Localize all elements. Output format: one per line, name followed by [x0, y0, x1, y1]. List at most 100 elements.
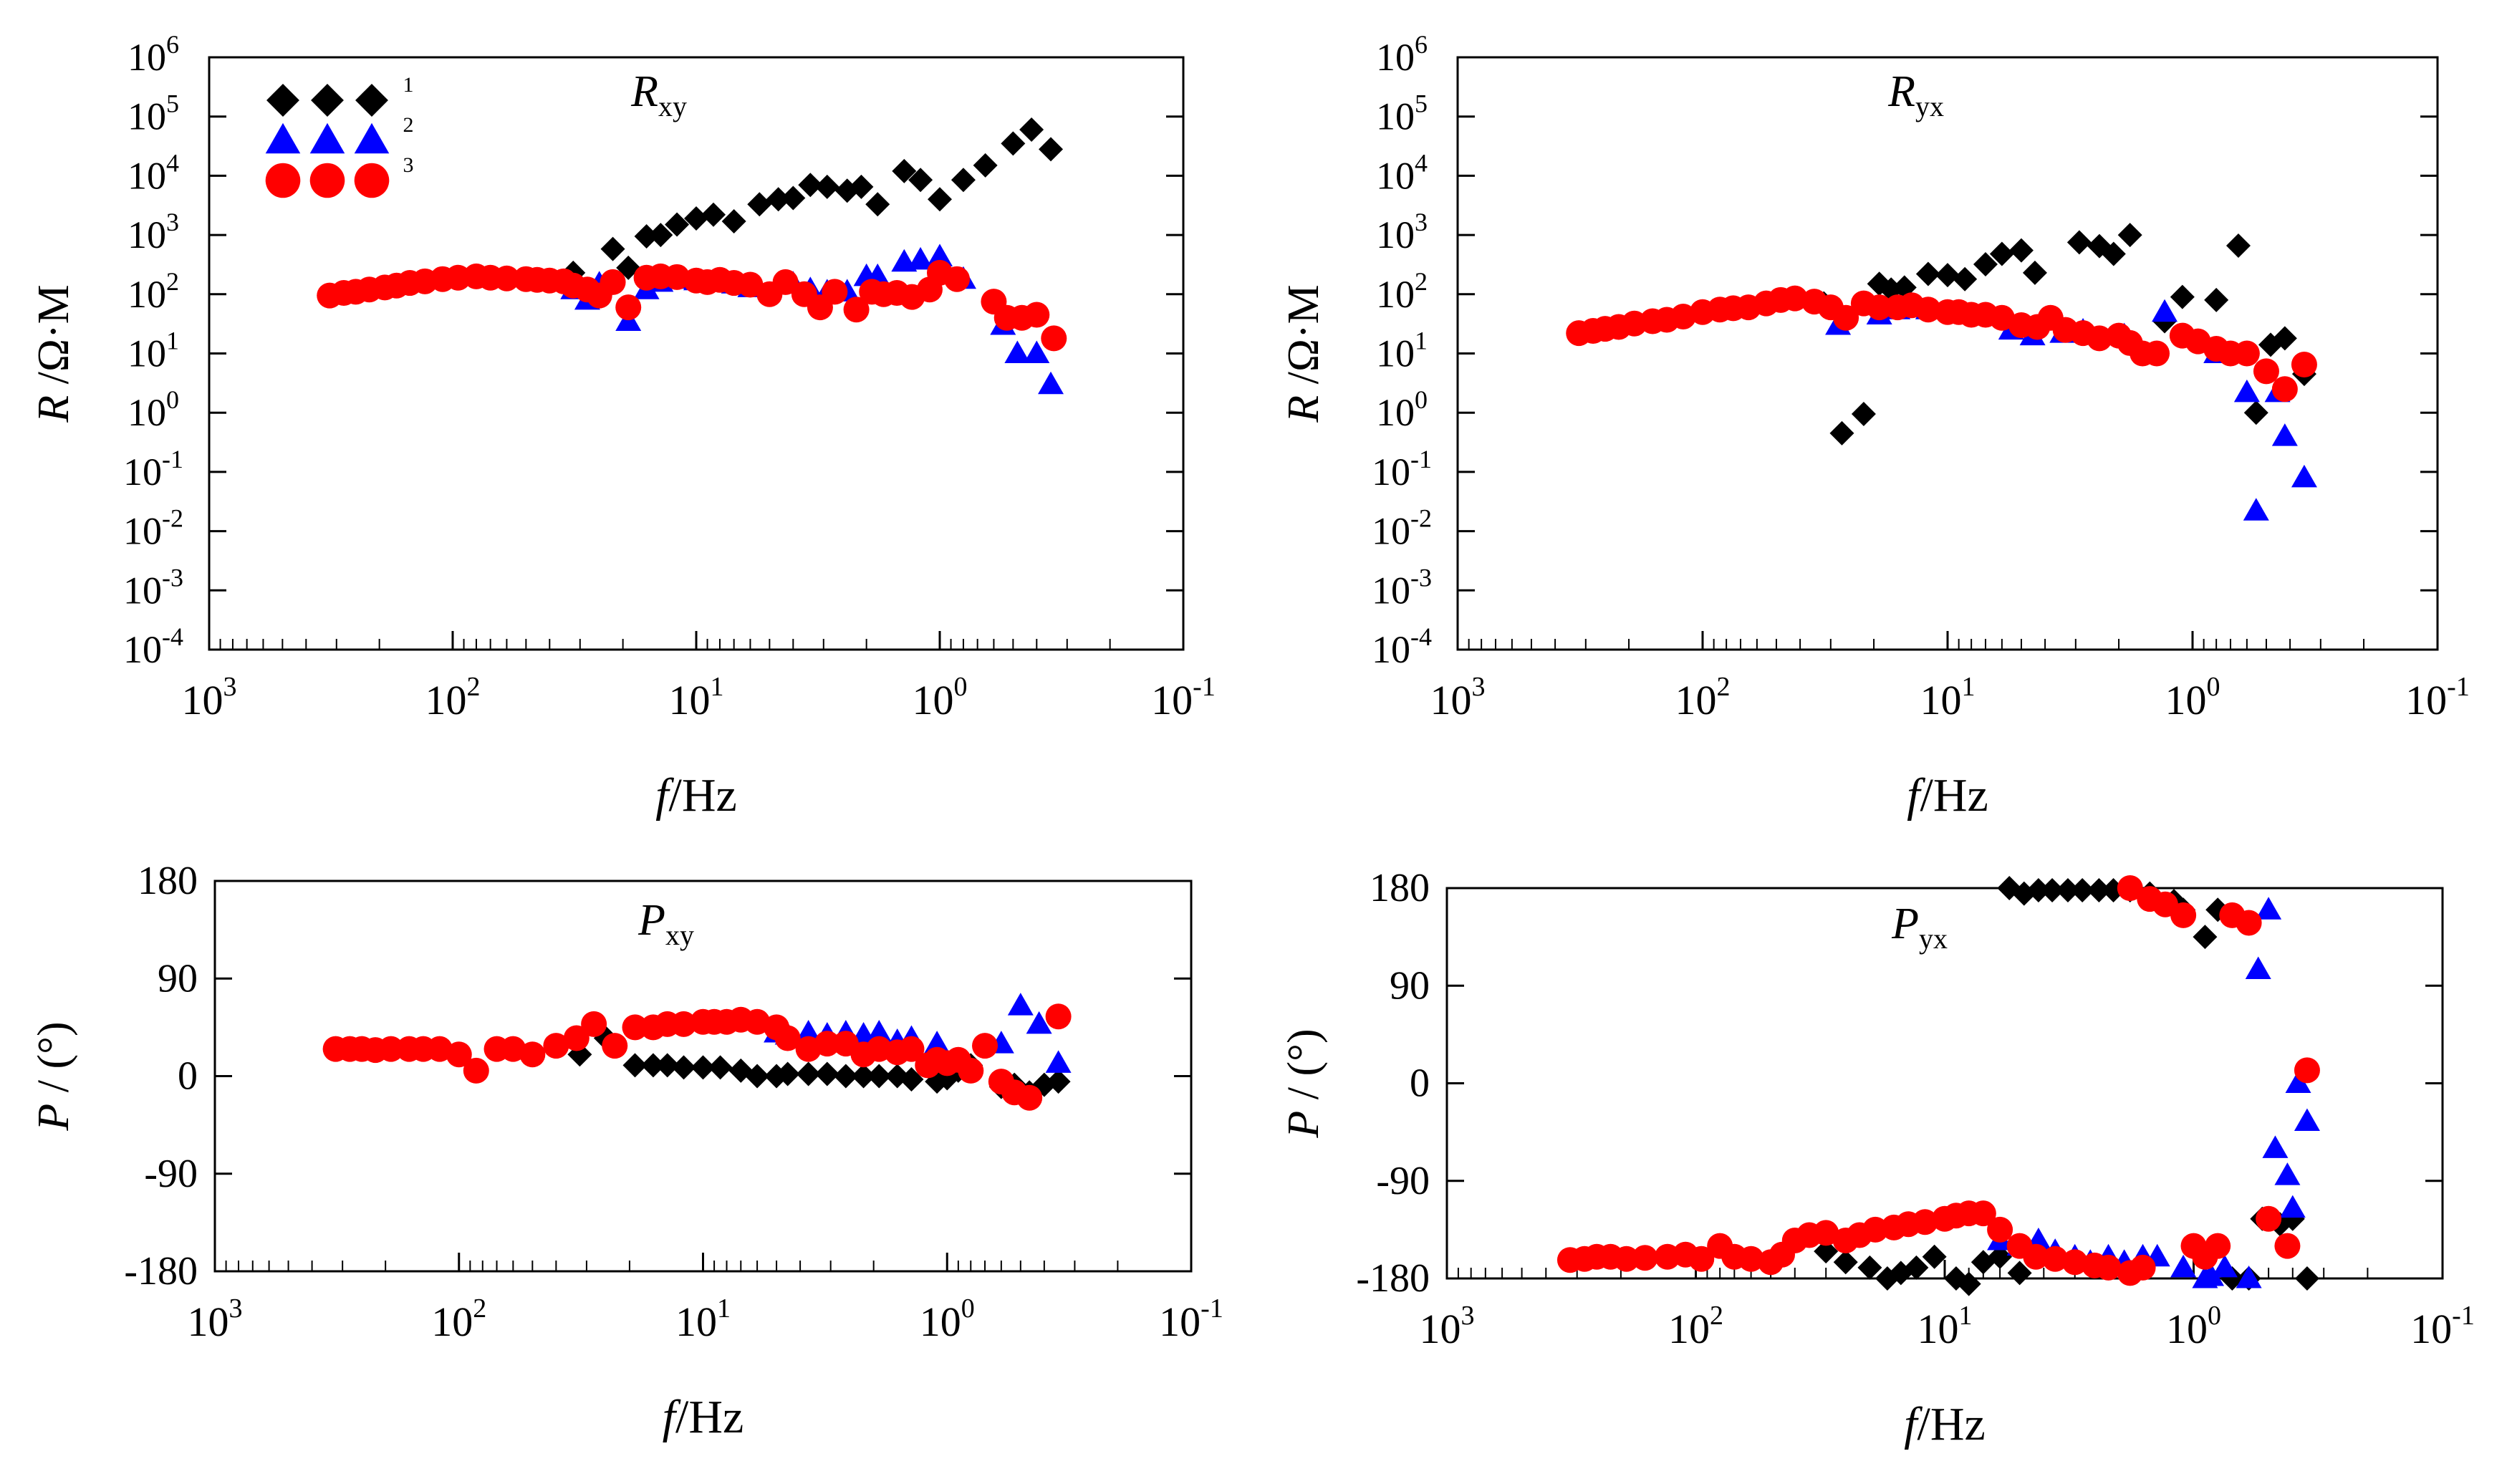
y-tick-label-part: -90 — [1376, 1159, 1430, 1203]
data-point-s3 — [898, 1036, 925, 1062]
y-tick-label-part: -3 — [1410, 563, 1432, 592]
x-tick-label-part: 3 — [1461, 1301, 1475, 1331]
y-tick-label: 180 — [1370, 866, 1430, 910]
y-tick-label: 10-3 — [123, 563, 183, 612]
data-point-s3 — [2294, 1057, 2320, 1084]
x-axis-label: f/Hz — [1907, 769, 1988, 822]
data-point-s2 — [927, 244, 953, 266]
y-tick-label-part: 180 — [1370, 866, 1430, 910]
data-point-s3 — [2236, 910, 2262, 936]
data-point-s2 — [1026, 1011, 1052, 1034]
data-point-s1 — [973, 153, 998, 178]
data-point-s3 — [1045, 1003, 1072, 1030]
x-tick-label-part: 3 — [229, 1293, 243, 1324]
data-point-s3 — [615, 294, 642, 321]
x-tick-label-part: 10 — [1420, 1306, 1461, 1352]
y-tick-label-part: 10 — [1376, 391, 1415, 434]
y-axis-label-part: R — [29, 395, 78, 423]
x-tick-label: 10-1 — [2410, 1301, 2475, 1352]
data-point-s3 — [2117, 875, 2143, 901]
data-point-s3 — [2042, 1246, 2069, 1272]
y-tick-label: 106 — [1376, 30, 1428, 79]
data-point-s1 — [1973, 252, 1998, 277]
data-point-s3 — [774, 1025, 801, 1051]
x-tick-label-part: 10 — [1430, 677, 1472, 723]
legend-label-part: 1 — [403, 73, 414, 97]
data-point-s3 — [737, 271, 764, 298]
y-tick-label-part: 10 — [127, 391, 166, 434]
x-axis-label: f/Hz — [655, 769, 737, 822]
y-tick-label-part: 2 — [166, 267, 179, 296]
y-axis-label: P / (°) — [29, 1021, 78, 1131]
x-tick-label-part: -1 — [2447, 672, 2470, 702]
y-tick-label-part: 10 — [123, 450, 162, 493]
data-point-s2 — [1045, 1050, 1072, 1073]
legend-label-part: 2 — [403, 113, 414, 137]
data-point-s1 — [1814, 1239, 1839, 1264]
y-axis-label-part: R — [1279, 395, 1328, 423]
data-point-s3 — [1912, 1209, 1938, 1235]
y-tick-label: 103 — [1376, 208, 1428, 256]
x-tick-label-part: 1 — [1959, 1301, 1973, 1331]
x-tick-label-part: 10 — [1151, 677, 1193, 723]
data-point-s1 — [867, 1064, 892, 1089]
y-tick-label-part: 10 — [1372, 510, 1410, 553]
panel-title-part: xy — [665, 919, 694, 951]
y-tick-label: 10-4 — [1372, 622, 1432, 671]
y-axis-label-part: /Ω·M — [1279, 284, 1328, 395]
data-point-s3 — [2130, 1254, 2156, 1281]
x-tick-label-part: 10 — [2165, 677, 2207, 723]
data-point-s2 — [2236, 1266, 2262, 1288]
data-point-s3 — [744, 1008, 771, 1035]
x-tick-label-part: 10 — [431, 1298, 473, 1345]
x-tick-label: 102 — [431, 1293, 486, 1345]
x-tick-label-part: 2 — [467, 672, 481, 702]
y-tick-label-part: 10 — [127, 36, 166, 79]
y-tick-label-part: 90 — [1390, 963, 1430, 1008]
data-point-s2 — [2294, 1108, 2320, 1131]
data-point-s1 — [1019, 117, 1044, 143]
y-tick-label-part: 10 — [1372, 569, 1410, 612]
data-point-s1 — [708, 1055, 733, 1080]
x-tick-label: 10-1 — [1151, 672, 1216, 723]
y-tick-label-part: 0 — [166, 385, 179, 414]
plot-frame-ryx — [1456, 56, 2439, 651]
y-tick-label-part: 4 — [1415, 148, 1428, 177]
x-tick-label: 103 — [188, 1293, 243, 1345]
data-point-s3 — [670, 1011, 697, 1037]
y-tick-label-part: 10 — [1376, 36, 1415, 79]
y-tick-label: 90 — [158, 956, 198, 1001]
data-point-s1 — [892, 158, 917, 183]
x-tick-label-part: 10 — [669, 677, 711, 723]
data-point-s2 — [2291, 464, 2317, 488]
x-tick-label-part: 10 — [425, 677, 467, 723]
data-point-s1 — [690, 1055, 716, 1080]
data-point-s3 — [2233, 340, 2260, 367]
data-point-s1 — [1988, 1244, 2013, 1269]
data-point-s3 — [843, 297, 870, 323]
data-point-s3 — [958, 1057, 984, 1084]
chart-ryx: 103 102 101 100 10-110610510410310210110010-… — [1279, 30, 2470, 822]
data-point-s3 — [2205, 1233, 2231, 1259]
data-point-s2 — [2285, 1070, 2311, 1093]
data-point-s3 — [1813, 1220, 1839, 1246]
y-tick-label: 10-1 — [123, 445, 183, 493]
x-tick-label-part: 1 — [711, 672, 724, 702]
y-tick-label: 10-1 — [1372, 445, 1432, 493]
data-point-s1 — [1915, 261, 1940, 286]
data-point-s3 — [622, 1014, 648, 1041]
y-tick-label-part: 10 — [1376, 213, 1415, 256]
x-tick-label-part: 1 — [717, 1293, 731, 1324]
data-point-s3 — [822, 279, 848, 305]
y-tick-label-part: 10 — [127, 332, 166, 375]
legend-marker-3 — [265, 163, 301, 198]
data-point-s1 — [2193, 925, 2218, 950]
data-point-s1 — [851, 1064, 876, 1089]
data-point-s3 — [1988, 304, 2015, 331]
data-point-s1 — [814, 1061, 839, 1086]
panel-title-part: P — [1891, 900, 1919, 948]
data-point-s1 — [684, 206, 708, 231]
data-point-s1 — [2272, 326, 2297, 351]
x-tick-label-part: 2 — [1717, 672, 1731, 702]
